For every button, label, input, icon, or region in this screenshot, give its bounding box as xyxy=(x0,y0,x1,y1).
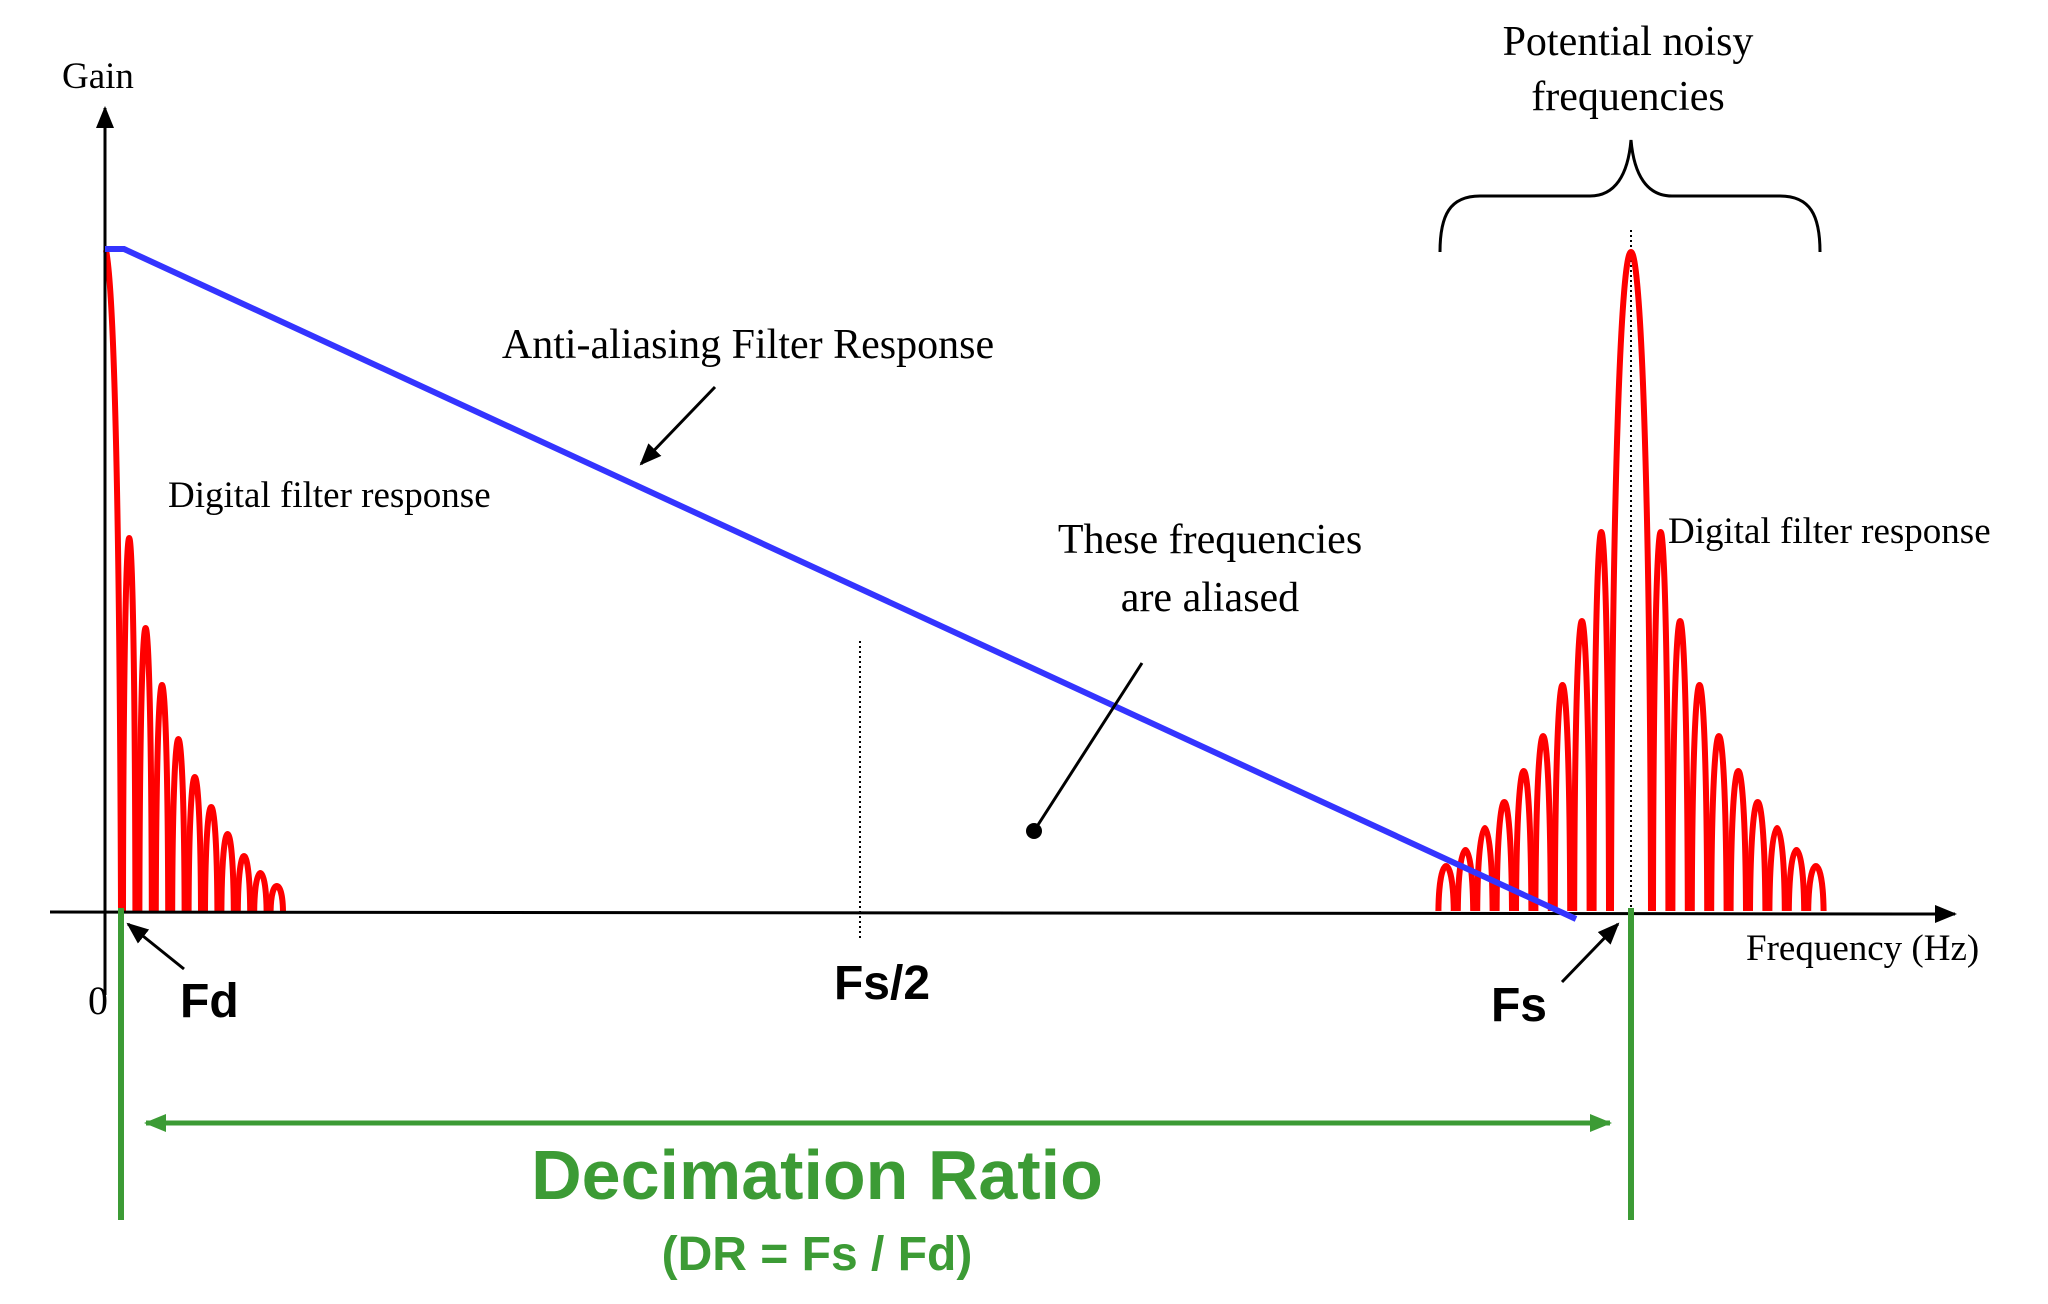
right-side-lobe xyxy=(1727,767,1749,912)
decimation-ratio-formula: (DR = Fs / Fd) xyxy=(662,1228,973,1281)
aliased-label-line1: These frequencies xyxy=(1058,517,1362,563)
right-side-lobe xyxy=(1435,863,1457,912)
left-side-lobe xyxy=(185,773,204,912)
right-side-lobe xyxy=(1766,824,1788,912)
left-side-lobe xyxy=(267,883,286,912)
right-side-lobe xyxy=(1571,618,1593,912)
fs-label: Fs xyxy=(1491,979,1547,1032)
noisy-frequencies-label-line1: Potential noisy xyxy=(1503,19,1754,65)
left-side-lobe xyxy=(136,625,155,912)
right-side-lobe xyxy=(1532,733,1554,912)
anti-aliasing-filter-line xyxy=(105,246,1578,922)
fs-pointer-arrow xyxy=(1560,922,1620,984)
right-main-lobe xyxy=(1608,249,1654,912)
right-side-lobe xyxy=(1513,767,1535,912)
aliased-pointer-dot xyxy=(1026,823,1042,839)
anti-aliasing-label: Anti-aliasing Filter Response xyxy=(502,322,994,368)
left-side-lobe xyxy=(234,853,254,912)
decimation-ratio-title: Decimation Ratio xyxy=(531,1136,1103,1214)
digital-filter-right-label: Digital filter response xyxy=(1668,511,1991,552)
left-side-lobe xyxy=(202,804,221,912)
right-side-lobe xyxy=(1747,799,1769,912)
right-side-lobe xyxy=(1708,733,1730,912)
left-main-lobe xyxy=(103,249,124,912)
right-side-lobe xyxy=(1551,682,1574,912)
right-side-lobe xyxy=(1650,529,1672,912)
left-side-lobe xyxy=(218,831,237,912)
fs-half-label: Fs/2 xyxy=(834,957,930,1010)
right-side-lobe xyxy=(1785,847,1808,912)
right-side-lobe xyxy=(1474,824,1496,912)
origin-label: 0 xyxy=(88,978,108,1023)
x-axis-label: Frequency (Hz) xyxy=(1746,928,1979,969)
right-side-lobe xyxy=(1590,529,1612,912)
noisy-frequencies-brace xyxy=(1438,139,1822,253)
fd-pointer-arrow xyxy=(126,922,185,971)
digital-filter-left-label: Digital filter response xyxy=(168,475,491,516)
right-side-lobe xyxy=(1454,847,1477,912)
right-side-lobe xyxy=(1805,863,1827,912)
y-axis-label: Gain xyxy=(62,56,134,97)
anti-aliasing-pointer-arrow xyxy=(639,385,717,466)
right-side-lobe xyxy=(1493,799,1515,912)
noisy-frequencies-label-line2: frequencies xyxy=(1531,74,1725,120)
left-side-lobe xyxy=(152,682,172,912)
aliased-label-line2: are aliased xyxy=(1121,575,1299,621)
aliased-pointer-line xyxy=(1034,662,1144,829)
x-axis xyxy=(49,904,1957,923)
right-side-lobe xyxy=(1669,618,1691,912)
left-side-lobe xyxy=(120,535,139,912)
fd-label: Fd xyxy=(180,975,239,1028)
left-side-lobe xyxy=(169,736,188,912)
right-side-lobe xyxy=(1688,682,1711,912)
left-side-lobe xyxy=(251,870,270,912)
